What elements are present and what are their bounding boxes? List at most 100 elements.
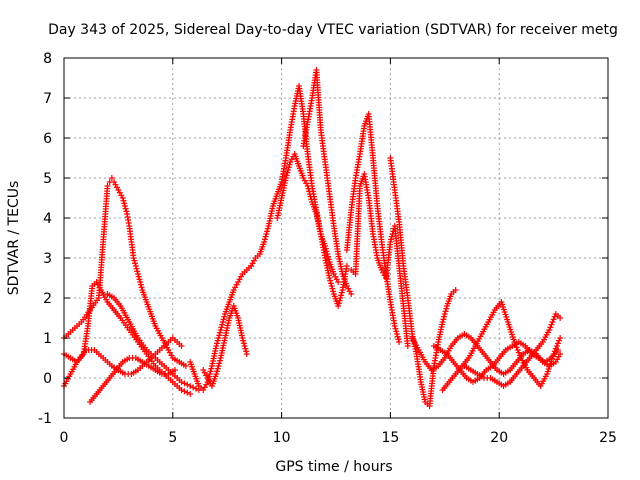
data-point-interp [306,191,313,197]
data-point-interp [218,324,225,331]
data-point-interp [552,345,559,352]
data-point-interp [442,308,449,315]
data-point-interp [207,368,214,375]
data-point-interp [181,380,188,387]
data-point-interp [285,164,292,171]
data-point-interp [324,251,331,257]
data-point [178,387,185,393]
data-point-interp [190,384,197,391]
data-point [396,339,403,345]
data-point-interp [284,169,291,176]
data-point-interp [243,348,250,355]
data-point [546,327,553,333]
y-tick-label: 6 [43,131,52,147]
data-point-interp [392,325,399,332]
data-point-interp [327,277,334,284]
y-tick-label: 5 [43,171,52,187]
data-point [304,183,311,189]
data-point-interp [548,321,555,328]
data-point [178,379,185,385]
data-point-interp [132,260,139,267]
data-point-interp [556,337,563,344]
data-point-interp [512,341,519,348]
data-point-interp [441,311,448,317]
x-tick-label: 15 [381,430,399,446]
data-point-interp [394,333,401,340]
data-point-interp [328,283,335,289]
chart-title: Day 343 of 2025, Sidereal Day-to-day VTE… [48,22,618,38]
data-point-interp [214,368,221,375]
data-point-interp [336,297,343,304]
data-point [261,239,268,245]
y-tick-label: -1 [38,411,52,427]
data-point-interp [206,371,213,377]
data-point [108,175,115,181]
data-point-interp [323,248,330,255]
data-point-interp [547,324,554,331]
data-point-interp [205,376,212,383]
data-point-interp [551,348,558,355]
data-point-interp [219,321,226,328]
data-point [335,279,342,285]
data-point-interp [338,289,345,296]
data-point-interp [136,276,143,283]
data-point [550,351,557,357]
data-point [348,291,355,297]
data-point [557,351,564,357]
grid [64,58,608,418]
data-point-interp [240,340,247,347]
data-point [326,275,333,281]
data-point-interp [221,313,228,320]
data-point [557,315,564,321]
data-point-interp [554,340,561,347]
data-point-interp [214,365,221,372]
data-point [217,327,224,333]
data-point-interp [322,245,329,252]
data-point-interp [220,316,227,323]
data-point-interp [305,185,312,192]
data-point-interp [261,236,268,243]
data-point [511,339,518,345]
data-point-interp [514,347,521,353]
data-point-interp [132,263,139,269]
data-point-interp [216,360,223,367]
x-tick-label: 20 [490,430,508,446]
data-point [178,343,185,349]
data-point-interp [121,200,128,207]
data-point-interp [264,225,271,232]
x-axis-title: GPS time / hours [275,459,392,475]
data-point-interp [393,331,400,337]
data-point-interp [327,280,334,287]
data-point [134,271,141,277]
data-point [322,243,329,249]
data-point-interp [137,281,144,288]
y-tick-label: 0 [43,371,52,387]
x-tick-label: 10 [273,430,291,446]
data-point-interp [184,389,191,396]
data-point-interp [131,257,138,264]
data-point-interp [181,388,188,395]
data-point-interp [135,273,142,280]
data-point-interp [285,167,292,173]
data-point [182,363,189,369]
data-point [452,287,459,293]
data-point [391,323,398,329]
data-point [104,183,111,189]
data-point-interp [515,349,522,356]
data-point [243,351,250,357]
data-point-interp [193,385,200,392]
data-point-interp [216,332,223,339]
data-point [557,335,564,341]
y-tick-label: 3 [43,251,52,267]
data-point-interp [241,343,248,349]
y-axis-title: SDTVAR / TECUs [6,181,22,296]
axis-ticks [63,57,609,419]
x-tick-labels: 0 5 10 15 20 25 [60,430,617,446]
data-points [61,67,564,409]
data-point-interp [134,268,141,275]
data-point [119,195,126,201]
data-point-interp [441,313,448,320]
data-point-interp [123,208,130,215]
data-point [187,391,194,397]
